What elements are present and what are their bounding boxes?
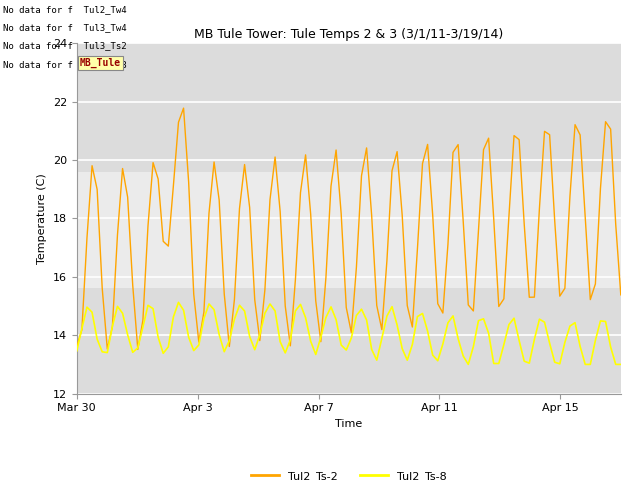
Text: No data for f  Tul3_Ts2: No data for f Tul3_Ts2: [3, 41, 127, 50]
Tul2_Ts-8: [465, 361, 472, 367]
Tul2_Ts-2: [551, 218, 559, 224]
Title: MB Tule Tower: Tule Temps 2 & 3 (3/1/11-3/19/14): MB Tule Tower: Tule Temps 2 & 3 (3/1/11-…: [194, 28, 504, 41]
Line: Tul2_Ts-8: Tul2_Ts-8: [77, 302, 621, 364]
Text: No data for f  Tul3_Tw4: No data for f Tul3_Tw4: [3, 23, 127, 32]
Tul2_Ts-2: [134, 347, 141, 352]
Line: Tul2_Ts-2: Tul2_Ts-2: [77, 108, 621, 349]
Tul2_Ts-8: [515, 337, 523, 343]
X-axis label: Time: Time: [335, 419, 362, 429]
Tul2_Ts-2: [515, 137, 523, 143]
Tul2_Ts-8: [332, 317, 340, 323]
Tul2_Ts-8: [561, 339, 569, 345]
Tul2_Ts-2: [73, 343, 81, 349]
Bar: [77, 172, 621, 288]
Tul2_Ts-8: [129, 349, 136, 355]
Text: No data for f  Tul2_Tw4: No data for f Tul2_Tw4: [3, 5, 127, 14]
Tul2_Ts-8: [617, 361, 625, 367]
Tul2_Ts-2: [164, 243, 172, 249]
Text: MB_Tule: MB_Tule: [80, 58, 121, 69]
Legend: Tul2_Ts-2, Tul2_Ts-8: Tul2_Ts-2, Tul2_Ts-8: [247, 467, 451, 480]
Tul2_Ts-2: [180, 105, 188, 111]
Tul2_Ts-2: [337, 211, 345, 216]
Tul2_Ts-2: [561, 286, 569, 291]
Tul2_Ts-2: [617, 292, 625, 298]
Y-axis label: Temperature (C): Temperature (C): [37, 173, 47, 264]
Tul2_Ts-8: [159, 350, 167, 356]
Tul2_Ts-2: [129, 282, 136, 288]
Tul2_Ts-8: [73, 348, 81, 354]
Text: No data for f  Tul3_Ts8: No data for f Tul3_Ts8: [3, 60, 127, 69]
Tul2_Ts-8: [175, 300, 182, 305]
Tul2_Ts-8: [551, 360, 559, 365]
